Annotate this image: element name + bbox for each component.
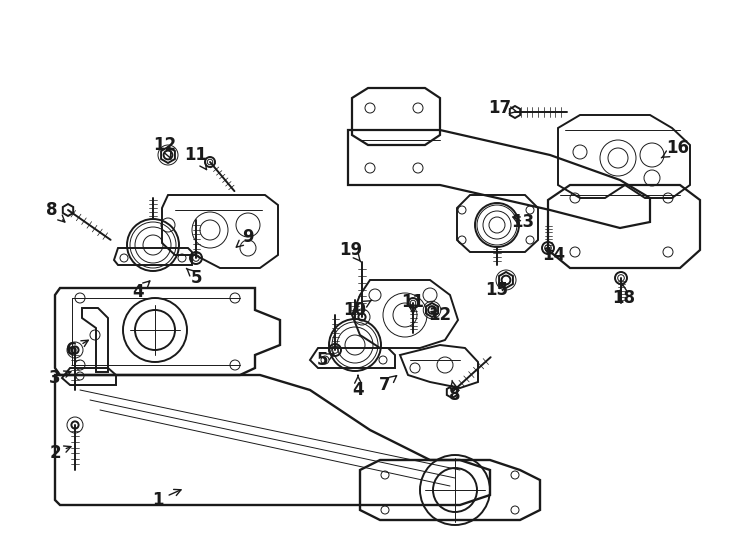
Text: 19: 19 xyxy=(339,241,363,262)
Text: 15: 15 xyxy=(485,281,509,299)
Text: 2: 2 xyxy=(49,444,71,462)
Text: 9: 9 xyxy=(236,228,254,247)
Text: 16: 16 xyxy=(661,139,689,158)
Text: 10: 10 xyxy=(344,300,371,319)
Text: 5: 5 xyxy=(316,351,334,369)
Text: 11: 11 xyxy=(401,293,424,314)
Text: 7: 7 xyxy=(379,376,396,394)
Text: 12: 12 xyxy=(429,306,451,324)
Text: 6: 6 xyxy=(66,340,88,359)
Text: 3: 3 xyxy=(49,369,71,387)
Text: 17: 17 xyxy=(488,99,517,117)
Text: 13: 13 xyxy=(512,213,534,231)
Text: 8: 8 xyxy=(449,381,461,404)
Text: 4: 4 xyxy=(352,375,364,399)
Text: 18: 18 xyxy=(612,284,636,307)
Text: 4: 4 xyxy=(132,281,150,301)
Text: 1: 1 xyxy=(152,489,181,509)
Text: 8: 8 xyxy=(46,201,65,222)
Text: 5: 5 xyxy=(186,268,203,287)
Text: 12: 12 xyxy=(153,136,177,159)
Text: 11: 11 xyxy=(184,146,208,170)
Text: 14: 14 xyxy=(542,246,566,264)
